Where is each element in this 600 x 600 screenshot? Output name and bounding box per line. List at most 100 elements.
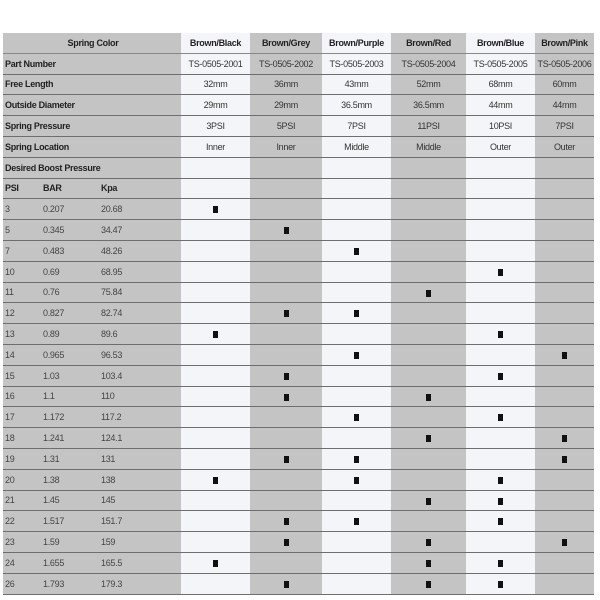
compatibility-cell <box>391 386 466 408</box>
pressure-values: 10 0.69 68.95 <box>3 261 181 283</box>
compatibility-cell <box>322 282 391 304</box>
compatibility-cell <box>322 344 391 366</box>
compatibility-cell <box>181 427 250 449</box>
boost-row: 7 0.483 48.26 <box>3 240 594 262</box>
compatibility-cell <box>322 469 391 491</box>
compatible-mark-icon <box>562 435 567 443</box>
pressure-values: 14 0.965 96.53 <box>3 344 181 366</box>
compatible-mark-icon <box>283 518 289 526</box>
header-row: Spring Color Brown/Black Brown/Grey Brown/P… <box>3 33 594 54</box>
compatible-mark-icon <box>213 476 218 484</box>
compatible-mark-icon <box>354 351 359 359</box>
compatibility-cell <box>250 240 322 262</box>
spec-value: 7PSI <box>322 115 391 137</box>
psi-value: 14 <box>5 349 15 360</box>
spec-row: Part Number TS-0505-2001 TS-0505-2002 TS-05… <box>3 53 594 75</box>
compatibility-cell <box>181 219 250 241</box>
psi-value: 12 <box>5 308 15 319</box>
kpa-value: 165.5 <box>101 557 123 568</box>
kpa-value: 103.4 <box>101 370 123 381</box>
compatible-mark-icon <box>354 455 359 463</box>
boost-row: 11 0.76 75.84 <box>3 282 594 304</box>
compatible-mark-icon <box>354 247 359 255</box>
compatibility-cell <box>391 552 466 574</box>
compatibility-cell <box>466 510 535 533</box>
compatible-mark-icon <box>283 310 289 318</box>
spec-value: 60mm <box>535 74 594 96</box>
kpa-value: 48.26 <box>101 245 123 256</box>
compatibility-cell <box>535 219 594 241</box>
empty-cell <box>250 157 322 179</box>
bar-value: 0.207 <box>43 204 65 215</box>
empty-cell <box>181 178 250 200</box>
unit-header-psi: PSI <box>5 183 19 194</box>
compatibility-cell <box>466 302 535 325</box>
compatible-mark-icon <box>213 559 218 567</box>
boost-row: 17 1.172 117.2 <box>3 406 594 429</box>
compatible-mark-icon <box>283 227 289 235</box>
compatibility-cell <box>322 219 391 241</box>
empty-cell <box>181 157 250 179</box>
compatibility-cell <box>391 282 466 304</box>
compatibility-cell <box>250 219 322 241</box>
kpa-value: 131 <box>101 453 116 464</box>
compatibility-cell <box>250 344 322 366</box>
empty-cell <box>322 157 391 179</box>
compatible-mark-icon <box>562 455 567 463</box>
compatibility-cell <box>391 261 466 283</box>
boost-label: Desired Boost Pressure <box>3 157 181 179</box>
compatibility-cell <box>250 510 322 533</box>
column-header-brown-purple: Brown/Purple <box>322 33 391 54</box>
spec-value: 36mm <box>250 74 322 96</box>
psi-value: 7 <box>5 245 10 256</box>
compatibility-cell <box>391 240 466 262</box>
pressure-values: 12 0.827 82.74 <box>3 302 181 325</box>
compatible-mark-icon <box>498 331 503 339</box>
kpa-value: 75.84 <box>101 287 123 298</box>
kpa-value: 34.47 <box>101 225 123 236</box>
psi-value: 22 <box>5 516 15 527</box>
compatibility-cell <box>466 240 535 262</box>
compatible-mark-icon <box>283 580 289 588</box>
compatibility-cell <box>466 282 535 304</box>
compatible-mark-icon <box>426 497 431 505</box>
compatibility-cell <box>322 490 391 512</box>
boost-row: 18 1.241 124.1 <box>3 427 594 449</box>
spec-value: 68mm <box>466 74 535 96</box>
compatibility-cell <box>250 552 322 574</box>
pressure-values: 16 1.1 110 <box>3 386 181 408</box>
compatibility-cell <box>535 344 594 366</box>
bar-value: 1.172 <box>43 412 65 423</box>
column-header-brown-black: Brown/Black <box>181 33 250 54</box>
compatibility-cell <box>391 344 466 366</box>
compatibility-cell <box>391 490 466 512</box>
boost-row: 14 0.965 96.53 <box>3 344 594 366</box>
compatibility-cell <box>466 490 535 512</box>
spec-row: Spring Location Inner Inner Middle Middle Out… <box>3 136 594 158</box>
spec-label: Free Length <box>3 74 181 96</box>
psi-value: 10 <box>5 266 15 277</box>
kpa-value: 179.3 <box>101 578 123 589</box>
compatible-mark-icon <box>426 559 431 567</box>
spec-value: 36.5mm <box>391 94 466 117</box>
bar-value: 1.59 <box>43 537 60 548</box>
compatibility-cell <box>181 469 250 491</box>
pressure-values: 3 0.207 20.68 <box>3 198 181 221</box>
kpa-value: 68.95 <box>101 266 123 277</box>
compatible-mark-icon <box>283 455 289 463</box>
compatibility-cell <box>250 427 322 449</box>
kpa-value: 89.6 <box>101 329 118 340</box>
spec-row: Spring Pressure 3PSI 5PSI 7PSI 11PSI 10PSI 7PS… <box>3 115 594 137</box>
empty-cell <box>391 157 466 179</box>
compatible-mark-icon <box>283 393 289 401</box>
compatible-mark-icon <box>426 580 431 588</box>
spec-label: Spring Pressure <box>3 115 181 137</box>
spec-value: Middle <box>391 136 466 158</box>
compatibility-cell <box>250 573 322 595</box>
spec-value: 10PSI <box>466 115 535 137</box>
column-header-brown-blue: Brown/Blue <box>466 33 535 54</box>
compatible-mark-icon <box>426 539 431 547</box>
empty-cell <box>535 157 594 179</box>
compatible-mark-icon <box>426 289 431 297</box>
pressure-values: 24 1.655 165.5 <box>3 552 181 574</box>
